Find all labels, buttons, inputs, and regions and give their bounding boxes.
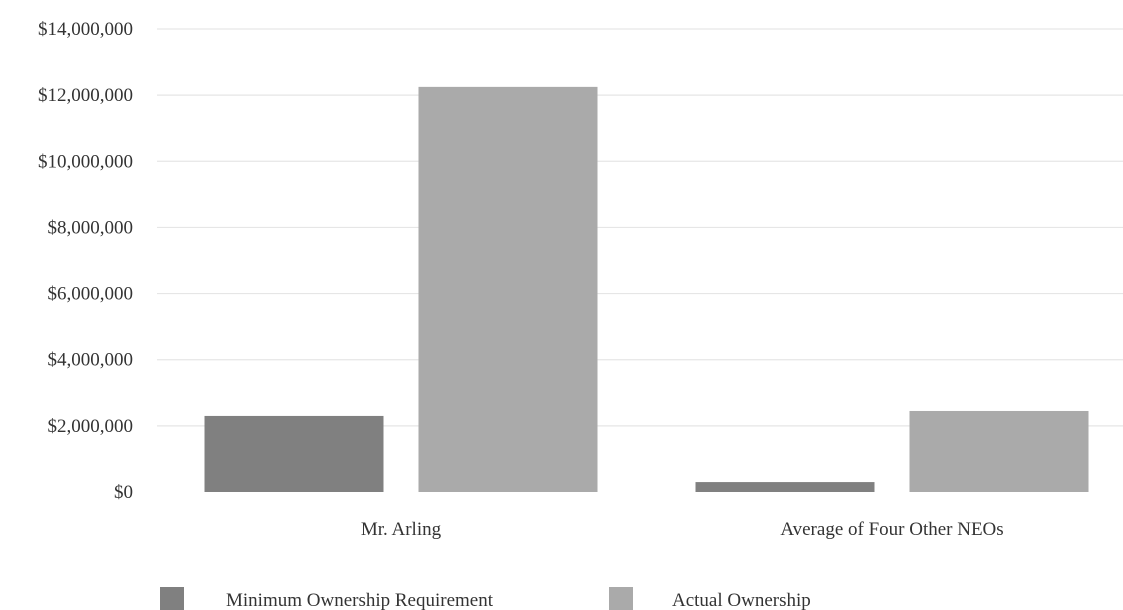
y-tick-label: $4,000,000 [48, 350, 134, 371]
legend-swatch [160, 587, 184, 610]
y-axis-tick-labels: $0 $2,000,000 $4,000,000 $6,000,000 $8,000,0… [38, 19, 133, 503]
y-tick-label: $2,000,000 [48, 416, 134, 437]
y-tick-label: $14,000,000 [38, 19, 133, 40]
legend-swatch [609, 587, 633, 610]
x-category-label: Average of Four Other NEOs [780, 519, 1003, 540]
y-tick-label: $12,000,000 [38, 85, 133, 106]
y-tick-label: $0 [114, 482, 133, 503]
y-tick-label: $8,000,000 [48, 217, 134, 238]
legend-label: Minimum Ownership Requirement [226, 590, 494, 610]
gridlines [157, 28, 1123, 427]
legend-label: Actual Ownership [672, 590, 811, 610]
x-category-label: Mr. Arling [361, 519, 442, 540]
legend: Minimum Ownership Requirement Actual Owne… [160, 587, 811, 610]
y-tick-label: $6,000,000 [48, 284, 134, 305]
bar-actual-ownership-1 [909, 410, 1089, 492]
bar-minimum-ownership-requirement-1 [695, 482, 875, 492]
y-tick-label: $10,000,000 [38, 151, 133, 172]
bar-minimum-ownership-requirement-0 [204, 415, 384, 492]
bars [204, 86, 1089, 492]
x-axis-category-labels: Mr. Arling Average of Four Other NEOs [361, 519, 1004, 540]
bar-actual-ownership-0 [418, 86, 598, 492]
